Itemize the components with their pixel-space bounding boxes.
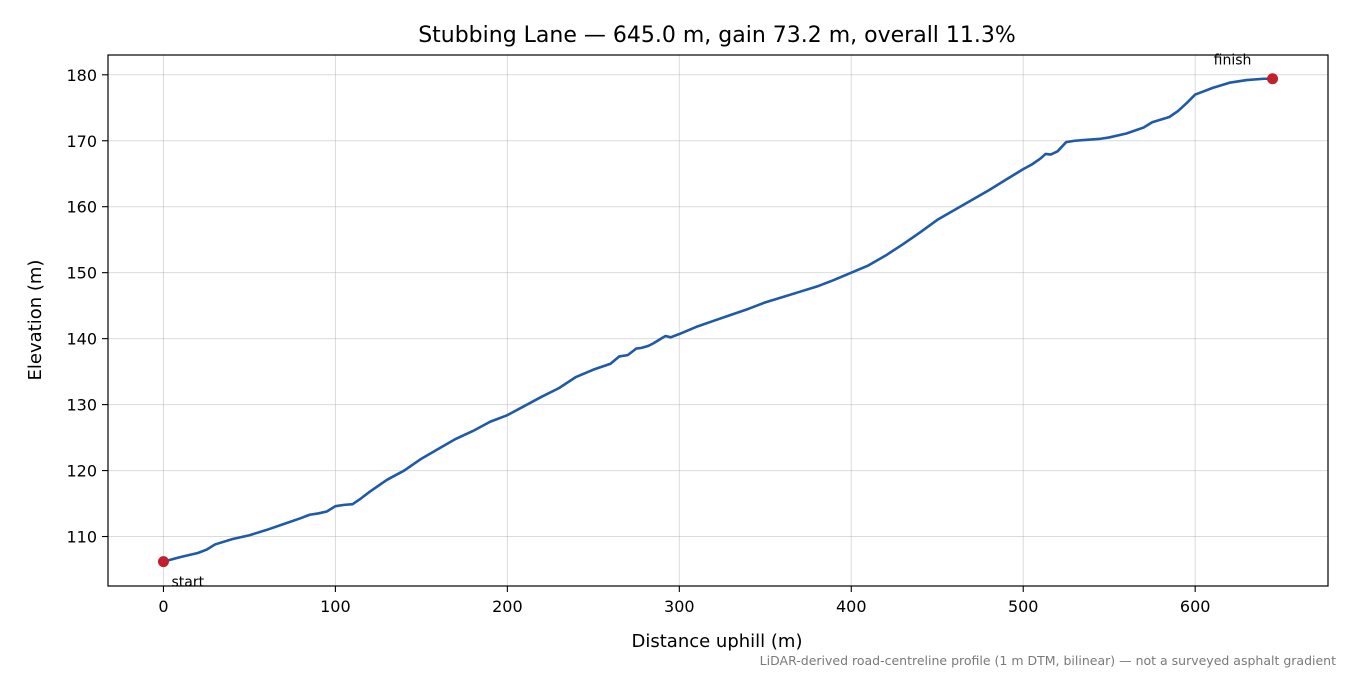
grid [108,55,1328,586]
start-marker [157,556,169,568]
y-tick-label: 140 [66,330,97,349]
x-tick-label: 300 [664,597,695,616]
y-tick-label: 120 [66,462,97,481]
x-axis-label: Distance uphill (m) [632,631,803,652]
y-tick-label: 170 [66,132,97,151]
y-axis-ticks: 110 120 130 140 150 160 170 180 [66,66,108,547]
x-tick-label: 100 [320,597,351,616]
series-layer [162,77,1274,563]
start-label: start [171,575,204,591]
x-tick-label: 200 [492,597,523,616]
y-tick-label: 160 [66,198,97,217]
x-axis-ticks: 0 100 200 300 400 500 600 [158,586,1210,616]
x-tick-label: 400 [836,597,867,616]
y-axis-label: Elevation (m) [25,260,46,381]
y-tick-label: 150 [66,264,97,283]
finish-marker [1267,73,1279,85]
y-tick-label: 180 [66,66,97,85]
plot-frame [107,54,1329,587]
x-tick-label: 0 [158,597,168,616]
x-tick-label: 500 [1008,597,1039,616]
elevation-line [162,77,1274,563]
markers-layer: start finish [157,53,1279,591]
caption-note: LiDAR-derived road-centreline profile (1… [760,653,1336,668]
y-tick-label: 130 [66,396,97,415]
x-tick-label: 600 [1180,597,1211,616]
finish-label: finish [1214,53,1252,69]
y-tick-label: 110 [66,528,97,547]
chart-title: Stubbing Lane — 645.0 m, gain 73.2 m, ov… [418,23,1016,48]
